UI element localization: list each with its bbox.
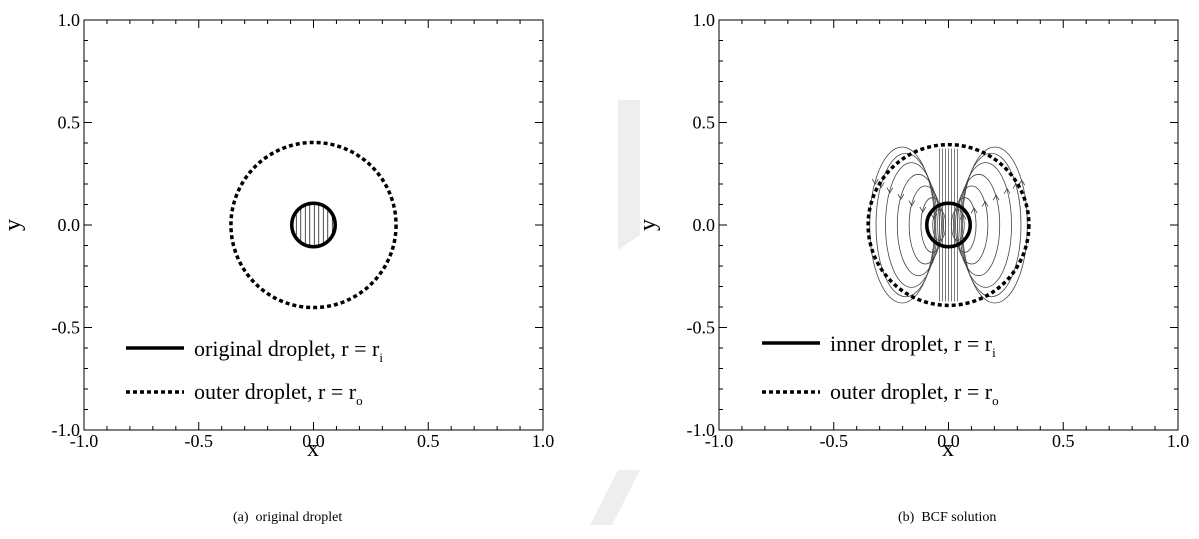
streamlines [869,146,1028,304]
streamline-arrow [981,200,989,207]
legend-text: original droplet, r = r [194,336,380,361]
y-tick-label: 0.5 [693,113,716,133]
caption-text: original droplet [255,510,343,525]
x-tick-label: 1.0 [532,431,555,451]
streamline-arrow [908,200,916,207]
x-axis-label: x [307,436,319,462]
watermark-shape [618,100,640,250]
y-axis-label: y [635,219,661,231]
legend-text: outer droplet, r = r [830,379,993,404]
y-tick-label: -0.5 [687,318,716,338]
streamline-arrow [992,194,1000,201]
streamline-arrow [886,187,894,194]
y-ticks: -1.0 -0.5 0.0 0.5 1.0 [687,10,1178,440]
x-tick-label: -0.5 [185,431,214,451]
streamline [875,152,937,298]
legend-text: inner droplet, r = r [830,331,993,356]
legend: inner droplet, r = ri outer droplet, r =… [762,331,999,408]
caption-a: (a) original droplet [233,510,342,526]
y-tick-label: 1.0 [693,10,716,30]
y-tick-label: 0.0 [58,215,81,235]
caption-text: BCF solution [921,510,997,525]
streamline-arrow [930,213,938,220]
watermark-shape [590,470,640,525]
outer-droplet-curve [866,142,1031,308]
y-tick-label: 1.0 [58,10,81,30]
streamline [885,162,938,288]
y-ticks: -1.0 -0.5 0.0 0.5 1.0 [52,10,543,440]
legend: original droplet, r = ri outer droplet, … [126,336,383,408]
x-ticks: -1.0 -0.5 0.0 0.5 1.0 [70,20,555,451]
caption-b: (b) BCF solution [898,510,996,526]
legend-subscript: i [379,350,383,365]
original-droplet-curve [290,201,337,249]
y-tick-label: 0.0 [693,215,716,235]
x-tick-label: 0.5 [417,431,440,451]
legend-subscript: i [992,345,996,360]
x-tick-label: -1.0 [70,431,99,451]
streamline [959,162,1012,288]
streamline [960,152,1022,298]
caption-tag: (b) [898,510,915,525]
inner-droplet-curve [925,201,972,249]
caption-tag: (a) [233,510,249,525]
x-tick-label: 0.5 [1052,431,1075,451]
legend-subscript: o [356,393,363,408]
x-axis-label: x [942,436,954,462]
streamline [955,185,989,265]
plot-frame [83,19,544,431]
y-axis-label: y [0,219,26,231]
x-tick-label: 1.0 [1167,431,1190,451]
streamline [908,185,942,265]
panel-b: -1.0 -0.5 0.0 0.5 1.0 -1.0-0.50.00.51.0 x y … [635,10,1189,462]
x-tick-label: -0.5 [820,431,849,451]
legend-label-original: original droplet, r = ri [194,336,383,365]
streamline-arrow [919,206,927,213]
outer-droplet-curve [229,140,398,310]
panel-a: -1.0 -0.5 0.0 0.5 1.0 -1.0-0.50.00.51.0 x y … [0,10,554,462]
legend-label-outer: outer droplet, r = ro [830,379,999,408]
legend-text: outer droplet, r = r [194,379,357,404]
x-ticks: -1.0 -0.5 0.0 0.5 1.0 [705,20,1190,451]
y-tick-label: -1.0 [687,420,716,440]
x-tick-label: 0.0 [302,431,325,451]
x-tick-label: 0.0 [937,431,960,451]
streamline-arrow [871,178,879,185]
streamline-arrow [970,207,978,214]
streamline-arrow [897,193,905,200]
legend-label-outer: outer droplet, r = ro [194,379,363,408]
legend-label-inner: inner droplet, r = ri [830,331,996,360]
y-tick-label: -0.5 [52,318,81,338]
y-tick-label: 0.5 [58,113,81,133]
legend-subscript: o [992,393,999,408]
y-tick-label: -1.0 [52,420,81,440]
streamline-arrow [1018,179,1026,186]
streamline-arrow [1003,187,1011,194]
x-tick-label: -1.0 [705,431,734,451]
